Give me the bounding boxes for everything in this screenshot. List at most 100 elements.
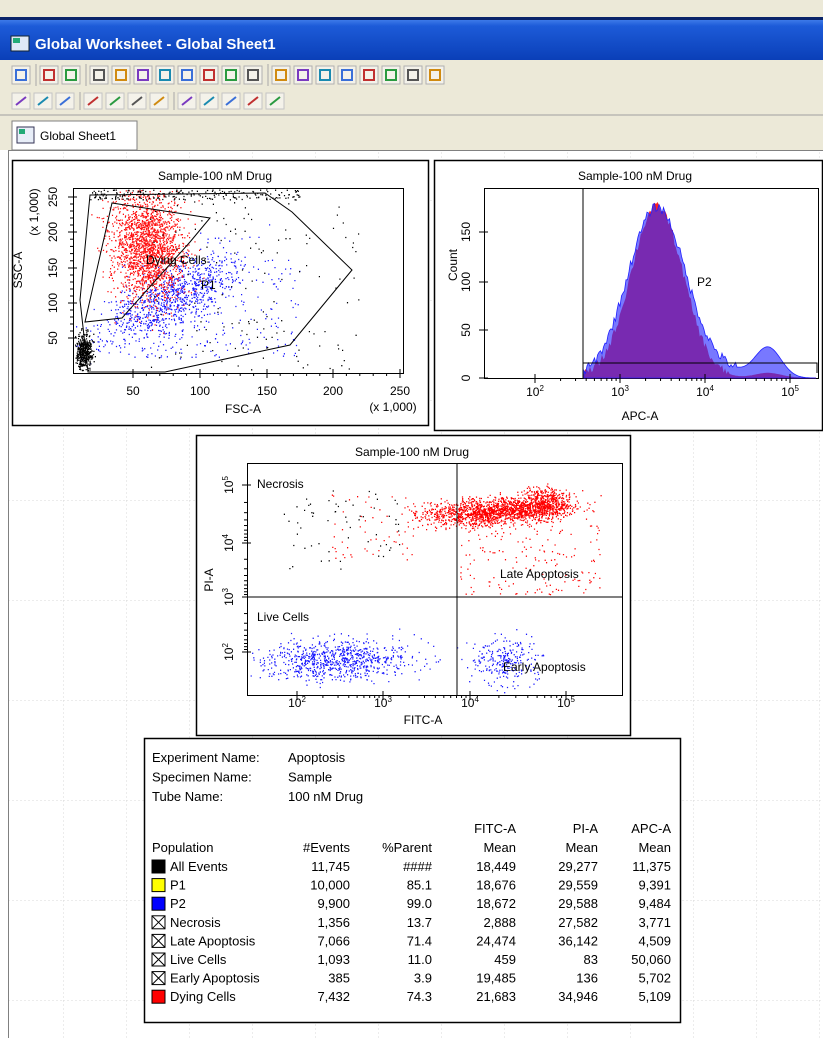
tool-button[interactable] [359,65,379,85]
tool-glyph [153,96,165,106]
cell-value: 18,672 [476,896,516,911]
cell-value: 85.1 [407,878,432,893]
tool-button[interactable] [293,65,313,85]
tick-base: 10 [222,647,236,661]
tick-label: 105 [557,695,575,710]
column-header: %Parent [382,840,432,855]
cell-value: 10,000 [310,878,350,893]
event-dots [460,524,601,596]
population-name: P2 [170,896,186,911]
cell-value: 136 [576,971,598,986]
tool-button[interactable] [61,65,81,85]
tool-button[interactable] [403,65,423,85]
cell-value: 11,375 [632,859,671,874]
tool-button[interactable] [133,65,153,85]
tool-button[interactable] [381,65,401,85]
tool-button[interactable] [89,65,109,85]
cell-value: 7,066 [317,933,350,948]
tool-glyph [115,69,127,81]
gate-label: Necrosis [257,477,304,491]
gate-label: Early Apoptosis [503,660,586,674]
population-swatch-cross [151,915,166,930]
tool-glyph [109,96,121,106]
tick-label: 103 [611,384,629,399]
population-swatch [151,859,166,874]
tool-glyph [59,96,71,106]
cell-value: 1,356 [317,915,350,930]
tool-button[interactable] [155,65,175,85]
population-name: Early Apoptosis [170,971,260,986]
tool-glyph [159,69,171,81]
column-header: Mean [483,840,516,855]
y-scale: (x 1,000) [27,188,41,235]
tool-glyph [15,69,27,81]
tick-label: 105 [221,476,236,494]
tool-button[interactable] [39,65,59,85]
tick-exponent: 2 [221,643,230,648]
title-bar [0,20,823,60]
tool-glyph [341,69,353,81]
tool-glyph [225,69,237,81]
cell-value: 9,484 [638,896,671,911]
tick-label: 0 [459,374,473,381]
tool-glyph [247,96,259,106]
event-dots [461,629,545,694]
cell-value: 36,142 [558,933,598,948]
cell-value: 13.7 [407,915,432,930]
tick-label: 102 [288,695,306,710]
tool-glyph [275,69,287,81]
tool-glyph [297,69,309,81]
cell-value: 99.0 [407,896,432,911]
tool-button[interactable] [243,65,263,85]
cell-value: 27,582 [558,915,598,930]
y-axis-label: PI-A [202,568,216,591]
tick-label: 105 [781,384,799,399]
x-scale: (x 1,000) [369,400,416,414]
tool-glyph [385,69,397,81]
tick-label: 102 [221,643,236,661]
tool-button[interactable] [221,65,241,85]
tick-label: 200 [323,384,343,398]
tick-label: 100 [459,272,473,292]
tool-button[interactable] [11,65,31,85]
tool-button[interactable] [199,65,219,85]
population-swatch [151,989,166,1004]
tick-exponent: 4 [474,695,479,704]
tool-glyph [247,69,259,81]
tick-label: 100 [190,384,210,398]
y-axis-label: SSC-A [11,252,25,289]
population-swatch [151,878,166,893]
tick-label: 50 [459,323,473,337]
cell-value: 7,432 [317,989,350,1004]
tool-button[interactable] [271,65,291,85]
tick-label: 200 [46,222,60,242]
population-name: Late Apoptosis [170,933,256,948]
population-swatch-cross [151,934,166,948]
tool-button[interactable] [177,65,197,85]
cell-value: 29,277 [558,859,598,874]
cell-value: 5,702 [638,971,671,986]
population-name: Live Cells [170,952,227,967]
tick-label: 250 [390,384,410,398]
population-name: P1 [170,878,186,893]
y-axis-label: Count [446,248,460,281]
tick-label: 104 [461,695,479,710]
population-swatch-cross [151,971,166,985]
tool-button[interactable] [111,65,131,85]
column-header: PI-A [573,821,599,836]
tool-button[interactable] [337,65,357,85]
tick-base: 10 [696,385,710,399]
tool-button[interactable] [315,65,335,85]
tick-base: 10 [374,696,388,710]
tool-glyph [407,69,419,81]
gate-label: Late Apoptosis [500,567,579,581]
tick-base: 10 [461,696,475,710]
tick-exponent: 2 [301,695,306,704]
gate-label: P2 [697,275,712,289]
tool-glyph [429,69,441,81]
cell-value: #### [403,859,433,874]
tab-label[interactable]: Global Sheet1 [40,129,116,143]
tool-button[interactable] [425,65,445,85]
